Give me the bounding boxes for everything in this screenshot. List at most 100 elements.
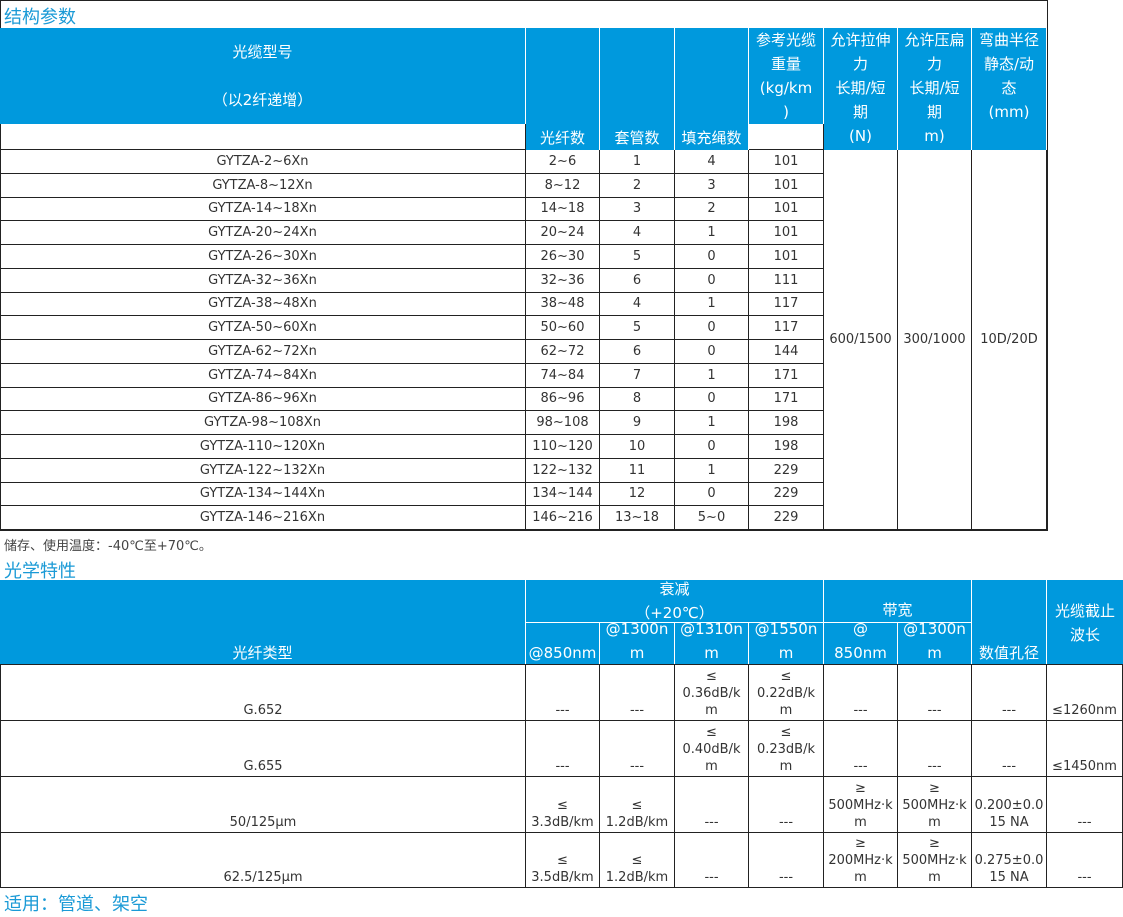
table-cell: 0 xyxy=(675,482,749,507)
table-cell: 6 xyxy=(600,340,675,364)
table-cell: 5 xyxy=(600,245,675,269)
temperature-note: 储存、使用温度：-40℃至+70℃。 xyxy=(4,539,212,554)
merged-bend: 10D/20D xyxy=(972,150,1047,530)
table-cell: 0.200±0.0 15 NA xyxy=(972,777,1047,833)
table-cell: 0 xyxy=(675,387,749,412)
table-cell: 1 xyxy=(675,292,749,317)
header-weight-blank xyxy=(749,124,824,150)
table-cell: 0.275±0.0 15 NA xyxy=(972,833,1047,888)
cable-model-cell: GYTZA-122~132Xn xyxy=(0,458,526,483)
header-wavelength: @ 850nm xyxy=(824,620,898,665)
table-cell: 229 xyxy=(749,458,824,483)
table-cell: --- xyxy=(600,665,675,721)
table-cell: 20~24 xyxy=(526,221,600,245)
header-tensile: 允许拉伸 力 长期/短 期 (N) xyxy=(824,28,898,150)
table-cell: 0 xyxy=(675,340,749,364)
table-cell: 8~12 xyxy=(526,173,600,198)
structure-title: 结构参数 xyxy=(4,7,76,28)
table-cell: --- xyxy=(972,665,1047,721)
table-cell: ≤ 3.5dB/km xyxy=(526,833,600,888)
table-cell: 5~0 xyxy=(675,506,749,530)
table-cell: 101 xyxy=(749,173,824,198)
header-wavelength: @1300n m xyxy=(600,620,675,665)
merged-crush: 300/1000 xyxy=(898,150,972,530)
table-cell: 3 xyxy=(675,173,749,198)
cable-model-cell: GYTZA-26~30Xn xyxy=(0,245,526,269)
table-cell: 101 xyxy=(749,245,824,269)
table-cell: 1 xyxy=(675,363,749,388)
table-cell: 111 xyxy=(749,268,824,293)
table-cell: ≤ 1.2dB/km xyxy=(600,777,675,833)
cable-model-cell: GYTZA-62~72Xn xyxy=(0,340,526,364)
fiber-type-cell: 50/125μm xyxy=(0,777,526,833)
table-cell: 171 xyxy=(749,363,824,388)
cable-model-cell: GYTZA-98~108Xn xyxy=(0,411,526,435)
structure-frame xyxy=(0,0,1048,531)
merged-tensile: 600/1500 xyxy=(824,150,898,530)
table-cell: ≥ 200MHz·k m xyxy=(824,833,898,888)
table-cell: 74~84 xyxy=(526,363,600,388)
header-tubes: 套管数 xyxy=(600,28,675,150)
table-cell: 198 xyxy=(749,435,824,459)
table-cell: 5 xyxy=(600,316,675,340)
table-cell: 101 xyxy=(749,221,824,245)
cable-model-cell: GYTZA-74~84Xn xyxy=(0,363,526,388)
table-cell: --- xyxy=(526,721,600,777)
table-cell: 4 xyxy=(675,150,749,174)
table-cell: 144 xyxy=(749,340,824,364)
table-cell: 86~96 xyxy=(526,387,600,412)
table-cell: 9 xyxy=(600,411,675,435)
table-cell: ≥ 500MHz·k m xyxy=(898,777,972,833)
cable-model-cell: GYTZA-86~96Xn xyxy=(0,387,526,412)
table-cell: 171 xyxy=(749,387,824,412)
header-bandwidth: 带宽 xyxy=(824,580,972,623)
cable-model-cell: GYTZA-134~144Xn xyxy=(0,482,526,507)
table-cell: 101 xyxy=(749,150,824,174)
table-cell: 2 xyxy=(675,197,749,222)
table-cell: 117 xyxy=(749,292,824,317)
table-cell: 4 xyxy=(600,292,675,317)
table-cell: 12 xyxy=(600,482,675,507)
cable-model-cell: GYTZA-20~24Xn xyxy=(0,221,526,245)
header-fillers: 填充绳数 xyxy=(675,28,749,150)
table-cell: --- xyxy=(600,721,675,777)
table-cell: 1 xyxy=(600,150,675,174)
header-wavelength: @1310n m xyxy=(675,620,749,665)
header-numerical-aperture: 数值孔径 xyxy=(972,580,1047,665)
table-cell: 10 xyxy=(600,435,675,459)
optical-title: 光学特性 xyxy=(4,561,76,582)
cable-model-cell: GYTZA-14~18Xn xyxy=(0,197,526,222)
table-cell: --- xyxy=(898,665,972,721)
cable-model-cell: GYTZA-50~60Xn xyxy=(0,316,526,340)
header-wavelength: @1550n m xyxy=(749,620,824,665)
table-cell: 7 xyxy=(600,363,675,388)
table-cell: 62~72 xyxy=(526,340,600,364)
cable-model-cell: GYTZA-38~48Xn xyxy=(0,292,526,317)
header-cutoff-wavelength: 光缆截止 波长 xyxy=(1047,580,1123,665)
table-cell: ≤ 3.3dB/km xyxy=(526,777,600,833)
cable-model-cell: GYTZA-146~216Xn xyxy=(0,506,526,530)
table-cell: 101 xyxy=(749,197,824,222)
table-cell: 0 xyxy=(675,316,749,340)
table-cell: --- xyxy=(749,777,824,833)
table-cell: 0 xyxy=(675,245,749,269)
table-cell: 229 xyxy=(749,506,824,530)
fiber-type-cell: G.655 xyxy=(0,721,526,777)
table-cell: ≤ 1.2dB/km xyxy=(600,833,675,888)
table-cell: 122~132 xyxy=(526,458,600,483)
fiber-type-cell: 62.5/125μm xyxy=(0,833,526,888)
cable-model-cell: GYTZA-8~12Xn xyxy=(0,173,526,198)
cable-model-cell: GYTZA-32~36Xn xyxy=(0,268,526,293)
table-cell: --- xyxy=(675,777,749,833)
table-cell: 11 xyxy=(600,458,675,483)
header-bend: 弯曲半径 静态/动 态 (mm) xyxy=(972,28,1047,150)
fiber-type-cell: G.652 xyxy=(0,665,526,721)
table-cell: 229 xyxy=(749,482,824,507)
table-cell: 2~6 xyxy=(526,150,600,174)
table-cell: ≥ 500MHz·k m xyxy=(898,833,972,888)
table-cell: --- xyxy=(749,833,824,888)
table-cell: 32~36 xyxy=(526,268,600,293)
table-cell: 146~216 xyxy=(526,506,600,530)
table-cell: 2 xyxy=(600,173,675,198)
table-cell: ≤ 0.22dB/k m xyxy=(749,665,824,721)
